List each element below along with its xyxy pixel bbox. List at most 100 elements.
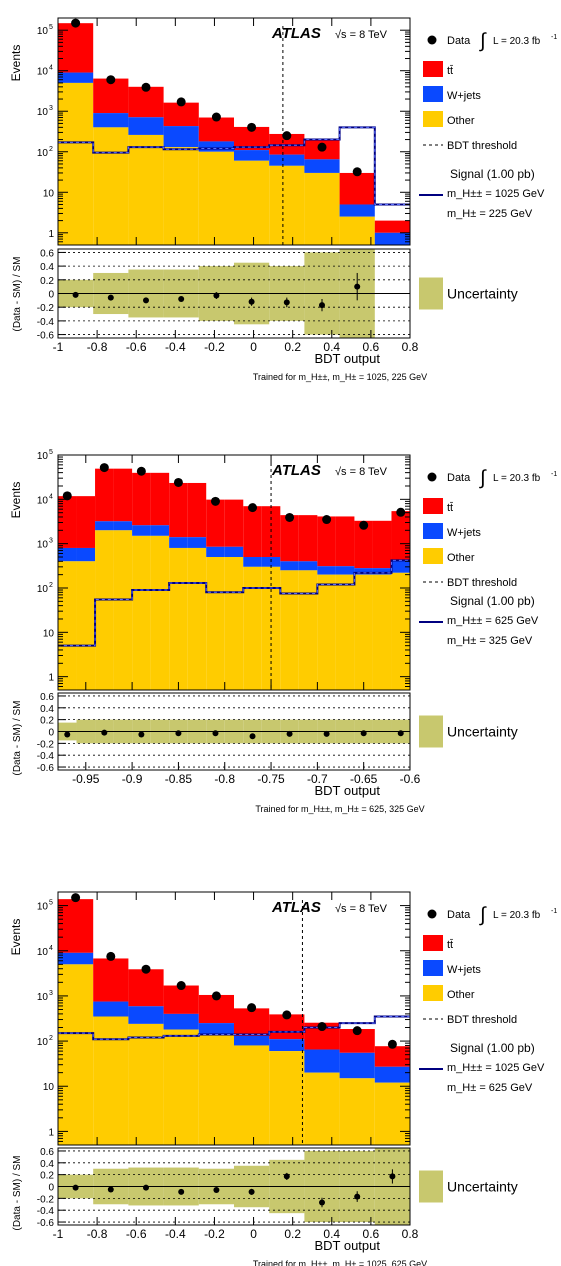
x-tick-label: -1	[53, 1227, 64, 1241]
y-tick-label-exp: 3	[49, 105, 53, 112]
ratio-point	[72, 291, 79, 298]
y-tick-label-exp: 4	[49, 945, 53, 952]
ratio-point	[397, 730, 404, 737]
bar-ttbar	[128, 969, 164, 1007]
bar-ttbar	[93, 958, 129, 1002]
ratio-point	[175, 730, 182, 737]
y-tick-label-exp: 3	[49, 990, 53, 997]
y-tick-label: 1	[48, 1127, 54, 1138]
y-tick-label-exp: 2	[49, 1035, 53, 1042]
x-tick-label: -0.6	[400, 772, 421, 786]
bar-wjets	[93, 1001, 129, 1017]
y-tick-label: 10	[37, 902, 49, 913]
y-tick-label: 10	[43, 628, 55, 639]
data-point	[387, 1039, 397, 1049]
ratio-point	[360, 730, 367, 737]
bar-other	[391, 572, 410, 690]
bar-ttbar	[224, 499, 244, 547]
y-tick-label: 10	[37, 992, 49, 1003]
bar-wjets	[234, 150, 270, 161]
x-tick-label: -0.8	[87, 340, 108, 354]
bar-other	[128, 134, 164, 245]
bar-other	[339, 1078, 375, 1145]
bar-other	[76, 561, 96, 690]
x-tick-label: -0.4	[165, 340, 186, 354]
ratio-point	[101, 729, 108, 736]
legend-signal-label: Signal (1.00 pb)	[450, 167, 535, 181]
y-tick-label-exp: 2	[49, 582, 53, 589]
y-tick-label: 10	[37, 947, 49, 958]
x-tick-label: -0.2	[204, 1227, 225, 1241]
ratio-point	[248, 1188, 255, 1195]
y-tick-label: 10	[37, 540, 49, 551]
legend-lumi-label: L = 20.3 fb	[493, 36, 541, 47]
legend-threshold-label: BDT threshold	[447, 140, 517, 152]
y-tick-label: 10	[37, 451, 49, 462]
bar-ttbar	[95, 468, 114, 522]
x-axis-title: BDT output	[314, 783, 380, 798]
bar-other	[298, 570, 318, 690]
data-point	[136, 466, 146, 476]
bar-ttbar	[234, 126, 270, 151]
x-tick-label: -0.85	[165, 772, 193, 786]
x-tick-label: -0.4	[165, 1227, 186, 1241]
ratio-point	[64, 731, 71, 738]
x-tick-label: 0.8	[402, 1227, 419, 1241]
ratio-point	[143, 297, 149, 304]
bar-ttbar	[163, 102, 199, 127]
ratio-point	[323, 730, 330, 737]
data-point	[141, 964, 151, 974]
legend-uncertainty-swatch	[419, 715, 443, 748]
bar-ttbar	[93, 78, 129, 114]
bar-wjets	[150, 525, 170, 536]
bar-other	[234, 1045, 270, 1145]
x-tick-label: -1	[53, 340, 64, 354]
legend-swatch-other	[423, 985, 443, 1001]
data-point	[285, 512, 295, 522]
bar-other	[374, 1082, 410, 1145]
plot-frame	[57, 17, 411, 246]
bar-ttbar	[374, 220, 410, 233]
ratio-y-tick-label: 0	[48, 1183, 54, 1194]
bar-ttbar	[234, 1008, 270, 1036]
ratio-point	[178, 295, 185, 302]
bar-other	[198, 151, 234, 245]
legend-swatch-other	[423, 111, 443, 127]
bar-wjets	[304, 1049, 340, 1073]
ratio-point	[319, 302, 325, 309]
legend-other-label: Other	[447, 552, 475, 564]
legend-ttbar-label: tt̄	[447, 502, 453, 514]
legend-lumi-exp: -1	[551, 908, 557, 915]
y-tick-label-exp: 4	[49, 65, 53, 72]
legend-uncertainty-label: Uncertainty	[447, 724, 518, 740]
x-tick-label: 0.8	[402, 340, 419, 354]
legend-signal-mass-1: m_H±± = 625 GeV	[447, 615, 539, 627]
signal-line-dash	[58, 1016, 410, 1040]
ratio-y-tick-label: -0.4	[37, 751, 55, 762]
legend-integral-sign: ∫	[479, 30, 487, 52]
ratio-point	[212, 730, 219, 737]
y-tick-label: 10	[37, 584, 49, 595]
legend-swatch-wjets	[423, 86, 443, 102]
atlas-label: ATLAS	[271, 899, 321, 916]
data-point	[396, 507, 406, 517]
energy-label: √s = 8 TeV	[335, 29, 388, 41]
data-point	[62, 491, 72, 501]
bar-wjets	[243, 557, 262, 567]
bar-other	[269, 1051, 305, 1145]
legend-wjets-label: W+jets	[447, 90, 481, 102]
bar-other	[93, 1016, 129, 1145]
data-point	[210, 496, 220, 506]
bar-other	[243, 566, 262, 690]
data-point	[282, 131, 292, 141]
y-tick-label-exp: 3	[49, 538, 53, 545]
x-axis-title: BDT output	[314, 1238, 380, 1253]
bar-ttbar	[243, 506, 262, 558]
ratio-y-tick-label: -0.6	[37, 763, 55, 774]
energy-label: √s = 8 TeV	[335, 466, 388, 478]
bar-ttbar	[128, 86, 164, 118]
x-tick-label: -0.6	[126, 340, 147, 354]
bar-other	[58, 964, 94, 1145]
x-tick-label: 0.6	[363, 1227, 380, 1241]
y-tick-label-exp: 4	[49, 493, 53, 500]
